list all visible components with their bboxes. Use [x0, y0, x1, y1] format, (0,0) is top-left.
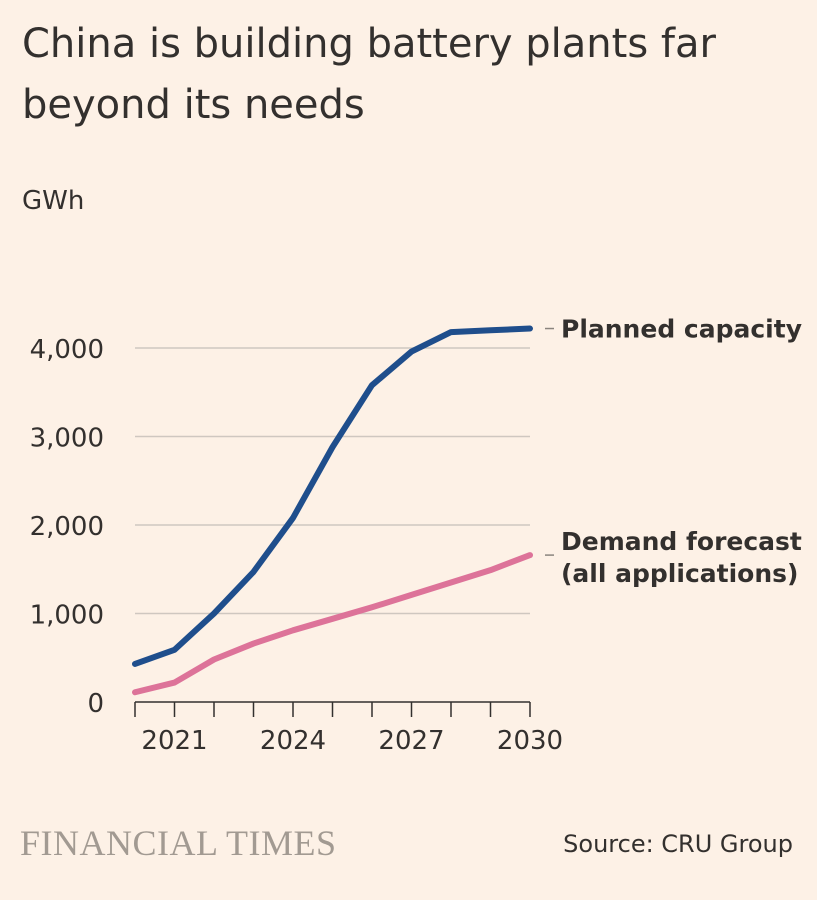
y-tick-label: 2,000 [30, 512, 104, 542]
series-line-planned-capacity [132, 325, 533, 667]
series-label-planned-capacity: Planned capacity [561, 315, 802, 344]
y-tick-label: 4,000 [30, 335, 104, 365]
series-labels: Planned capacity Demand forecast (all appl… [545, 315, 802, 588]
x-axis: 2021 2024 2027 2030 [134, 701, 563, 756]
source-note: Source: CRU Group [563, 830, 793, 858]
series-label-demand-forecast-all-applications: (all applications) [561, 559, 798, 588]
y-tick-label: 1,000 [30, 601, 104, 631]
x-tick-label: 2027 [378, 726, 444, 756]
y-tick-label: 3,000 [30, 424, 104, 454]
x-tick-label: 2024 [260, 726, 326, 756]
series-lines [132, 325, 533, 696]
y-tick-label: 0 [87, 689, 104, 719]
x-tick-label: 2021 [141, 726, 207, 756]
gridlines: 0 1,000 2,000 3,000 4,000 [30, 335, 530, 719]
chart-title: China is building battery plants far bey… [22, 21, 716, 128]
series-label-demand-forecast-all-applications: Demand forecast [561, 527, 802, 556]
series-line-demand-forecast-all-applications [132, 552, 533, 696]
financial-times-logo: FINANCIAL TIMES [20, 823, 337, 863]
x-tick-label: 2030 [497, 726, 563, 756]
y-axis-unit-label: GWh [22, 186, 85, 216]
